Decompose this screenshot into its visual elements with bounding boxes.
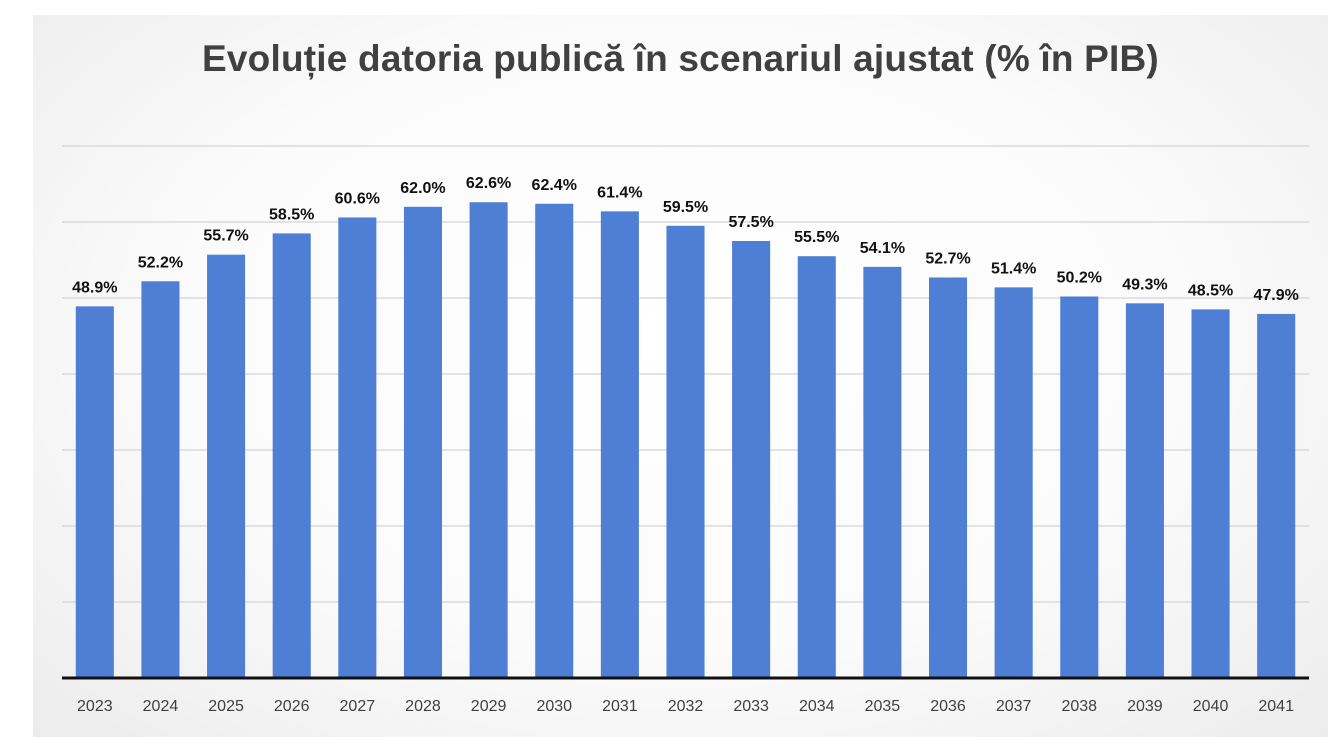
bar-2034 <box>797 256 836 678</box>
data-label-2037: 51.4% <box>991 260 1036 277</box>
x-tick-2037: 2037 <box>996 698 1032 715</box>
bar-2031 <box>600 211 639 679</box>
data-label-2024: 52.2% <box>138 254 183 271</box>
data-label-2040: 48.5% <box>1188 282 1233 299</box>
x-tick-2027: 2027 <box>340 698 376 715</box>
chart-title: Evoluție datoria publică în scenariul aj… <box>202 38 1159 79</box>
bar-2025 <box>207 254 246 678</box>
data-label-2032: 59.5% <box>663 199 708 216</box>
data-label-2027: 60.6% <box>335 190 380 207</box>
bar-2038 <box>1060 296 1099 678</box>
x-tick-2041: 2041 <box>1258 698 1294 715</box>
x-tick-2024: 2024 <box>143 698 179 715</box>
data-label-2025: 55.7% <box>203 228 248 245</box>
bar-2029 <box>469 202 508 679</box>
data-label-2035: 54.1% <box>860 240 905 257</box>
data-label-2029: 62.6% <box>466 175 511 192</box>
bars <box>75 202 1296 679</box>
bar-2036 <box>928 277 968 678</box>
x-tick-2029: 2029 <box>471 698 507 715</box>
x-tick-2023: 2023 <box>77 698 113 715</box>
data-label-2039: 49.3% <box>1122 276 1167 293</box>
data-label-2023: 48.9% <box>72 279 117 296</box>
bar-2037 <box>994 287 1033 678</box>
bar-2026 <box>272 233 311 678</box>
bar-2027 <box>338 217 377 678</box>
x-tick-2033: 2033 <box>733 698 769 715</box>
bar-2041 <box>1257 313 1296 678</box>
x-tick-2030: 2030 <box>536 698 572 715</box>
x-tick-2031: 2031 <box>602 698 638 715</box>
bar-2033 <box>732 241 771 678</box>
bar-2040 <box>1191 309 1230 678</box>
data-label-2030: 62.4% <box>532 177 577 194</box>
data-label-2026: 58.5% <box>269 206 314 223</box>
bar-2030 <box>535 203 574 678</box>
x-tick-2036: 2036 <box>930 698 966 715</box>
x-tick-2026: 2026 <box>274 698 310 715</box>
bar-2024 <box>141 281 180 678</box>
bar-2023 <box>75 306 114 678</box>
bar-2028 <box>403 206 443 679</box>
bar-2039 <box>1125 303 1164 678</box>
data-labels: 48.9% 52.2% 55.7% 58.5% 60.6% 62.0% 62.6% 62.4%… <box>72 175 1299 304</box>
x-tick-labels: 2023 2024 2025 2026 2027 2028 2029 2030 2031 2032… <box>77 698 1294 715</box>
x-tick-2040: 2040 <box>1193 698 1229 715</box>
bar-2035 <box>863 266 902 678</box>
x-tick-2028: 2028 <box>405 698 441 715</box>
x-tick-2032: 2032 <box>668 698 704 715</box>
data-label-2033: 57.5% <box>728 214 773 231</box>
x-tick-2034: 2034 <box>799 698 835 715</box>
data-label-2036: 52.7% <box>925 250 970 267</box>
data-label-2038: 50.2% <box>1057 269 1102 286</box>
data-label-2034: 55.5% <box>794 229 839 246</box>
data-label-2028: 62.0% <box>400 180 445 197</box>
data-label-2031: 61.4% <box>597 184 642 201</box>
bar-2032 <box>666 225 705 679</box>
x-tick-2025: 2025 <box>208 698 244 715</box>
x-tick-2038: 2038 <box>1061 698 1097 715</box>
data-label-2041: 47.9% <box>1253 287 1298 304</box>
x-tick-2035: 2035 <box>865 698 901 715</box>
x-tick-2039: 2039 <box>1127 698 1163 715</box>
